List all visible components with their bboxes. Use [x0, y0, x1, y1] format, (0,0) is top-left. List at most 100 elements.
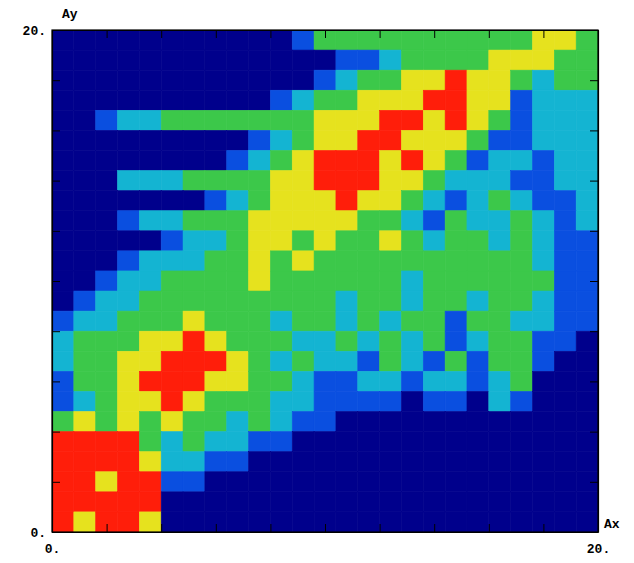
heat-cell: [161, 351, 183, 371]
heat-cell: [445, 492, 467, 512]
heat-cell: [423, 231, 445, 251]
heat-cell: [445, 110, 467, 130]
heat-cell: [249, 50, 271, 70]
heat-cell: [139, 50, 161, 70]
heat-cell: [336, 412, 358, 432]
heat-cell: [554, 391, 576, 411]
heat-cell: [423, 171, 445, 191]
heat-cell: [532, 432, 554, 452]
heat-cell: [139, 110, 161, 130]
plot: 0.20.0.20.: [23, 24, 611, 558]
heat-cell: [118, 512, 140, 532]
heat-cell: [576, 412, 598, 432]
heat-cell: [74, 291, 96, 311]
heat-cell: [511, 30, 533, 50]
heat-cell: [576, 391, 598, 411]
heat-cell: [96, 231, 118, 251]
heat-cell: [314, 271, 336, 291]
heat-cell: [445, 231, 467, 251]
heat-cell: [380, 130, 402, 150]
heat-cell: [249, 351, 271, 371]
tick-mark: [434, 30, 435, 38]
heat-cell: [183, 412, 205, 432]
heat-cell: [52, 90, 74, 110]
cells: [52, 30, 598, 532]
heat-cell: [183, 30, 205, 50]
heat-cell: [227, 472, 249, 492]
heat-cell: [489, 90, 511, 110]
heat-cell: [336, 512, 358, 532]
heat-cell: [489, 412, 511, 432]
tick: [489, 524, 490, 532]
heat-cell: [96, 70, 118, 90]
heat-cell: [227, 432, 249, 452]
heat-cell: [532, 110, 554, 130]
heat-cell: [489, 231, 511, 251]
heat-cell: [227, 512, 249, 532]
heat-cell: [205, 110, 227, 130]
heat-cell: [118, 30, 140, 50]
heat-cell: [270, 512, 292, 532]
heat-cell: [576, 311, 598, 331]
heat-cell: [205, 291, 227, 311]
heat-cell: [270, 472, 292, 492]
heat-cell: [467, 432, 489, 452]
heat-cell: [292, 412, 314, 432]
heat-cell: [336, 231, 358, 251]
tick: [216, 524, 217, 532]
heat-cell: [74, 90, 96, 110]
heat-cell: [489, 271, 511, 291]
heat-cell: [576, 351, 598, 371]
heat-cell: [336, 191, 358, 211]
heat-cell: [270, 70, 292, 90]
heat-cell: [161, 171, 183, 191]
heat-cell: [401, 211, 423, 231]
heat-cell: [292, 150, 314, 170]
tick-mark: [52, 281, 60, 282]
heat-cell: [314, 30, 336, 50]
heat-cell: [576, 150, 598, 170]
heat-cell: [576, 191, 598, 211]
heat-cell: [249, 90, 271, 110]
heat-cell: [423, 472, 445, 492]
heat-cell: [96, 110, 118, 130]
heat-cell: [74, 70, 96, 90]
heat-cell: [118, 90, 140, 110]
heat-cell: [205, 171, 227, 191]
heat-cell: [445, 391, 467, 411]
tick-mark: [590, 130, 598, 131]
tick-mark: [161, 30, 162, 38]
heat-cell: [532, 70, 554, 90]
heat-cell: [380, 331, 402, 351]
heat-cell: [314, 110, 336, 130]
heat-cell: [314, 130, 336, 150]
heat-cell: [467, 391, 489, 411]
tick: [590, 432, 598, 433]
heat-cell: [205, 30, 227, 50]
heat-cell: [423, 452, 445, 472]
heat-cell: [336, 90, 358, 110]
heat-cell: [445, 30, 467, 50]
heat-cell: [183, 331, 205, 351]
heat-cell: [532, 231, 554, 251]
heat-cell: [336, 30, 358, 50]
heat-cell: [336, 70, 358, 90]
heat-cell: [227, 391, 249, 411]
heat-cell: [227, 30, 249, 50]
heat-cell: [467, 271, 489, 291]
heat-cell: [292, 271, 314, 291]
heat-cell: [554, 271, 576, 291]
heat-cell: [270, 130, 292, 150]
heat-cell: [401, 452, 423, 472]
heat-cell: [249, 251, 271, 271]
heat-cell: [183, 351, 205, 371]
heat-cell: [52, 492, 74, 512]
heat-cell: [161, 492, 183, 512]
heat-cell: [358, 251, 380, 271]
heat-cell: [270, 271, 292, 291]
heat-cell: [183, 512, 205, 532]
heat-cell: [74, 191, 96, 211]
heat-cell: [467, 171, 489, 191]
tick: [325, 524, 326, 532]
heat-cell: [423, 90, 445, 110]
